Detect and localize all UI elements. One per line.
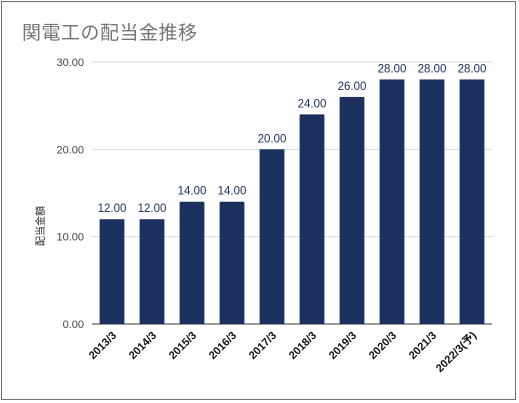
data-label: 12.00: [138, 203, 167, 215]
y-tick-label: 20.00: [56, 144, 84, 156]
x-tick-label: 2022/3(予): [433, 329, 479, 375]
x-tick-label: 2018/3: [287, 330, 319, 362]
data-label: 28.00: [458, 63, 487, 75]
bar: [219, 201, 245, 324]
y-axis-ticks: 0.00 10.00 20.00 30.00: [56, 57, 84, 331]
x-tick-label: 2017/3: [247, 330, 279, 362]
bar: [299, 114, 325, 325]
data-label: 28.00: [418, 63, 447, 75]
data-label: 12.00: [98, 203, 127, 215]
data-label: 14.00: [178, 186, 207, 198]
data-labels: 12.00 12.00 14.00 14.00 20.00 24.00 26.00 28.00…: [98, 63, 487, 215]
data-label: 14.00: [218, 186, 247, 198]
x-tick-label: 2013/3: [87, 330, 119, 362]
bar: [459, 79, 485, 324]
x-tick-label: 2020/3: [367, 330, 399, 362]
bar: [339, 96, 365, 324]
y-tick-label: 10.00: [56, 232, 84, 244]
x-tick-label: 2016/3: [207, 330, 239, 362]
chart-title: 関電工の配当金推移: [22, 22, 198, 44]
bar: [139, 219, 165, 324]
y-tick-label: 30.00: [56, 57, 84, 69]
x-axis-ticks: 2013/3 2014/3 2015/3 2016/3 2017/3 2018/3 2019…: [87, 329, 480, 375]
data-label: 26.00: [338, 81, 367, 93]
bar: [179, 201, 205, 324]
data-label: 24.00: [298, 98, 327, 110]
y-axis-label: 配当金額: [34, 206, 47, 246]
x-tick-label: 2015/3: [167, 330, 199, 362]
bar: [99, 219, 125, 324]
y-tick-label: 0.00: [63, 319, 84, 331]
x-tick-label: 2021/3: [407, 330, 439, 362]
bar: [419, 79, 445, 324]
bar: [379, 79, 405, 324]
x-tick-label: 2019/3: [327, 330, 359, 362]
bar: [259, 149, 285, 324]
data-label: 28.00: [378, 63, 407, 75]
data-label: 20.00: [258, 133, 287, 145]
bars: [99, 79, 485, 325]
x-tick-label: 2014/3: [127, 330, 159, 362]
